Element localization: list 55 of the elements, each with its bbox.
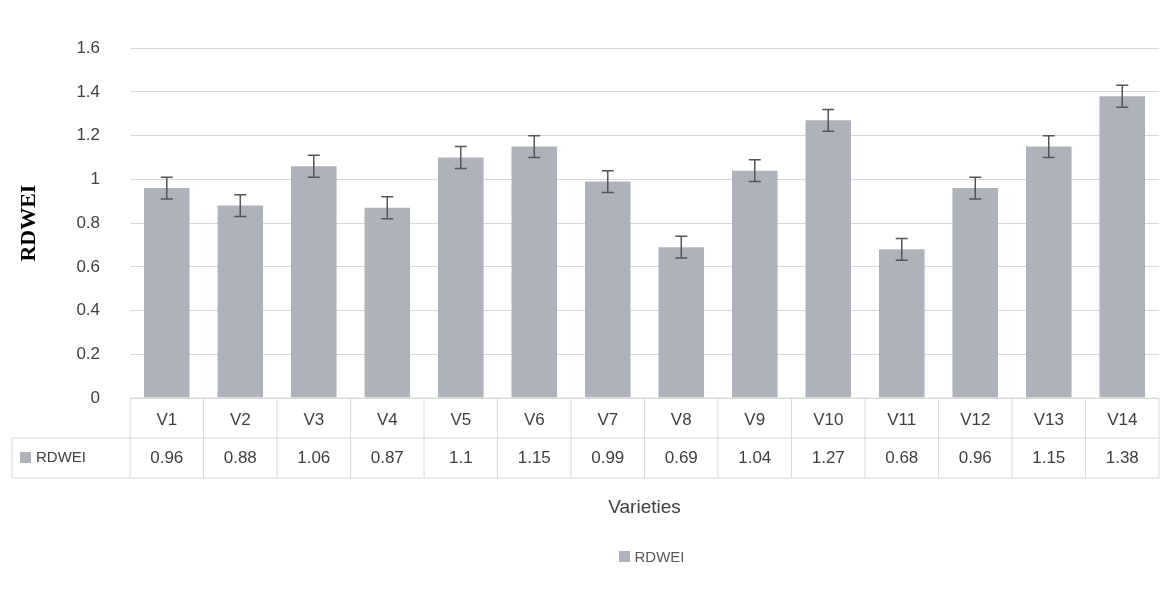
data-label: 1.38 <box>1105 447 1139 467</box>
bar <box>1025 146 1072 398</box>
x-tick-label: V7 <box>597 409 619 429</box>
data-label: 0.96 <box>958 447 992 467</box>
x-tick-label: V4 <box>376 409 398 429</box>
x-tick-label: V10 <box>813 409 844 429</box>
bar <box>878 249 925 398</box>
x-tick-label: V11 <box>887 409 917 429</box>
y-tick-label: 1 <box>90 169 101 189</box>
data-label: 1.15 <box>517 447 551 467</box>
x-tick-label: V6 <box>523 409 545 429</box>
y-tick-label: 1.4 <box>76 81 101 101</box>
y-tick-label: 0.4 <box>76 300 101 320</box>
bar <box>805 120 852 398</box>
y-tick-label: 1.6 <box>76 37 101 57</box>
y-axis-title: RDWEI <box>14 184 40 262</box>
bar <box>731 170 778 398</box>
bar <box>658 247 705 398</box>
data-label: 1.06 <box>297 447 331 467</box>
bar <box>290 166 337 398</box>
x-tick-label: V5 <box>450 409 472 429</box>
bar <box>511 146 558 398</box>
x-tick-label: V13 <box>1033 409 1064 429</box>
legend-label: RDWEI <box>36 448 86 466</box>
data-label: 1.1 <box>448 447 473 467</box>
data-label: 0.87 <box>370 447 404 467</box>
data-label: 1.04 <box>738 447 772 467</box>
bar <box>952 188 999 398</box>
bar <box>217 205 264 398</box>
text: RDWEI <box>634 548 685 565</box>
y-tick-label: 0.8 <box>76 212 101 232</box>
bar <box>584 181 631 398</box>
data-label: 0.96 <box>150 447 184 467</box>
bar <box>144 188 190 398</box>
x-tick-label: V8 <box>670 409 692 429</box>
x-tick-label: V9 <box>744 409 766 429</box>
x-tick-label: V1 <box>156 409 178 429</box>
y-tick-label: 1.2 <box>76 125 101 145</box>
x-axis-title: Varieties <box>608 496 681 518</box>
data-label: 0.69 <box>664 447 698 467</box>
bar <box>1099 96 1146 398</box>
data-label: 1.15 <box>1032 447 1066 467</box>
x-tick-label: V12 <box>960 409 991 429</box>
x-tick-label: V3 <box>303 409 325 429</box>
data-label: 0.68 <box>885 447 919 467</box>
bar <box>364 207 411 398</box>
y-tick-label: 0.6 <box>76 256 101 276</box>
x-tick-label: V2 <box>229 409 251 429</box>
y-tick-label: 0.2 <box>76 343 101 363</box>
data-label: 0.99 <box>591 447 625 467</box>
y-tick-label: 0 <box>90 387 101 407</box>
data-label: 1.27 <box>811 447 845 467</box>
data-label: 0.88 <box>223 447 257 467</box>
x-tick-label: V14 <box>1107 409 1138 429</box>
bar <box>437 157 484 398</box>
